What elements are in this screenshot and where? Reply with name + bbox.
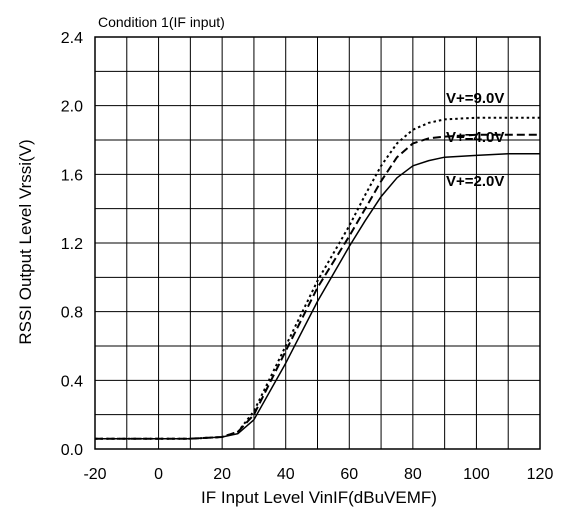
y-tick-label: 1.6	[61, 167, 83, 184]
series-line-2v	[95, 152, 540, 440]
series-label-9v: V+=9.0V	[446, 90, 504, 107]
series-label-4v: V+=4.0V	[446, 129, 504, 146]
x-tick-label: 100	[463, 466, 490, 483]
y-tick-label: 2.0	[61, 99, 83, 116]
x-tick-label: 0	[154, 466, 163, 483]
y-tick-label: 0.8	[61, 305, 83, 322]
condition-note: Condition 1(IF input)	[98, 14, 225, 30]
x-tick-labels: -20 0 20 40 60 80 100 120	[83, 466, 553, 483]
grid	[94, 36, 541, 450]
x-tick-label: 40	[277, 466, 295, 483]
x-tick-label: 60	[340, 466, 358, 483]
series-label-2v: V+=2.0V	[446, 173, 504, 190]
plot-frame	[94, 36, 541, 450]
x-tick-label: 120	[527, 466, 554, 483]
x-tick-label: 80	[404, 466, 422, 483]
y-axis-label: RSSI Output Level Vrssi(V)	[16, 139, 35, 344]
x-axis-label: IF Input Level VinIF(dBuVEMF)	[201, 488, 437, 507]
x-tick-label: 20	[213, 466, 231, 483]
y-tick-labels: 0.0 0.4 0.8 1.2 1.6 2.0 2.4	[61, 30, 83, 459]
y-tick-label: 2.4	[61, 30, 83, 47]
y-tick-label: 0.0	[61, 442, 83, 459]
x-tick-label: -20	[83, 466, 106, 483]
y-tick-label: 1.2	[61, 236, 83, 253]
series-lines	[95, 116, 540, 440]
y-tick-label: 0.4	[61, 373, 83, 390]
